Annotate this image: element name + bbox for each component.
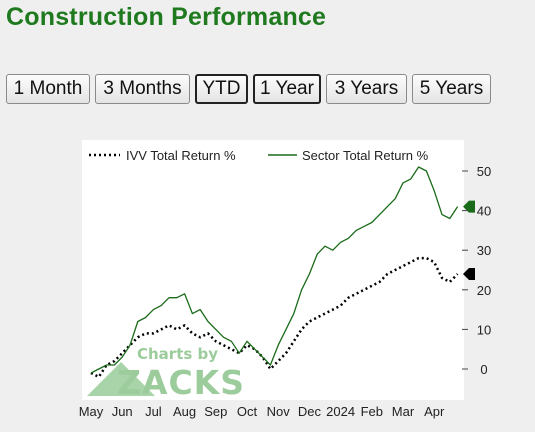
x-tick-label: May [79, 404, 104, 419]
x-tick-label: Mar [392, 404, 415, 419]
range-5-years-button[interactable]: 5 Years [412, 74, 491, 104]
zacks-logo-icon [87, 362, 155, 396]
sector-end-marker [463, 200, 475, 213]
y-tick-label: 40 [477, 204, 491, 219]
ivv-total-return-line [90, 256, 459, 379]
watermark-zacks: ZACKS [117, 363, 245, 402]
range-3-years-button[interactable]: 3 Years [326, 74, 407, 104]
series-layer [90, 166, 459, 379]
y-tick-label: 50 [477, 164, 491, 179]
legend-ivv-label: IVV Total Return % [126, 148, 236, 163]
x-tick-label: 2024 [326, 404, 355, 419]
x-tick-label: Aug [173, 404, 196, 419]
x-tick-label: Jul [145, 404, 162, 419]
y-axis: 0 10 20 30 40 50 [462, 164, 491, 377]
zacks-watermark: Charts by ZACKS [87, 345, 245, 402]
x-axis: May Jun Jul Aug Sep Oct Nov Dec 2024 Feb Mar Apr [79, 404, 445, 419]
x-tick-label: Feb [361, 404, 383, 419]
x-tick-label: Oct [237, 404, 258, 419]
x-tick-label: Sep [204, 404, 227, 419]
x-tick-label: Nov [267, 404, 291, 419]
chart-legend: IVV Total Return % Sector Total Return % [89, 148, 429, 163]
range-ytd-button[interactable]: YTD [195, 74, 248, 104]
y-tick-label: 10 [477, 322, 491, 337]
range-1-year-button[interactable]: 1 Year [253, 74, 321, 104]
y-tick-label: 30 [477, 243, 491, 258]
watermark-charts-by: Charts by [137, 345, 218, 363]
end-markers [463, 200, 475, 280]
x-tick-label: Jun [112, 404, 133, 419]
page-title: Construction Performance [6, 3, 327, 31]
y-tick-label: 20 [477, 283, 491, 298]
y-tick-label: 0 [480, 362, 487, 377]
legend-sector-label: Sector Total Return % [302, 148, 429, 163]
sector-total-return-line [90, 166, 459, 374]
x-tick-label: Dec [298, 404, 322, 419]
x-tick-label: Apr [424, 404, 445, 419]
range-3-months-button[interactable]: 3 Months [95, 74, 190, 104]
ivv-end-marker [463, 267, 475, 280]
range-1-month-button[interactable]: 1 Month [6, 74, 90, 104]
